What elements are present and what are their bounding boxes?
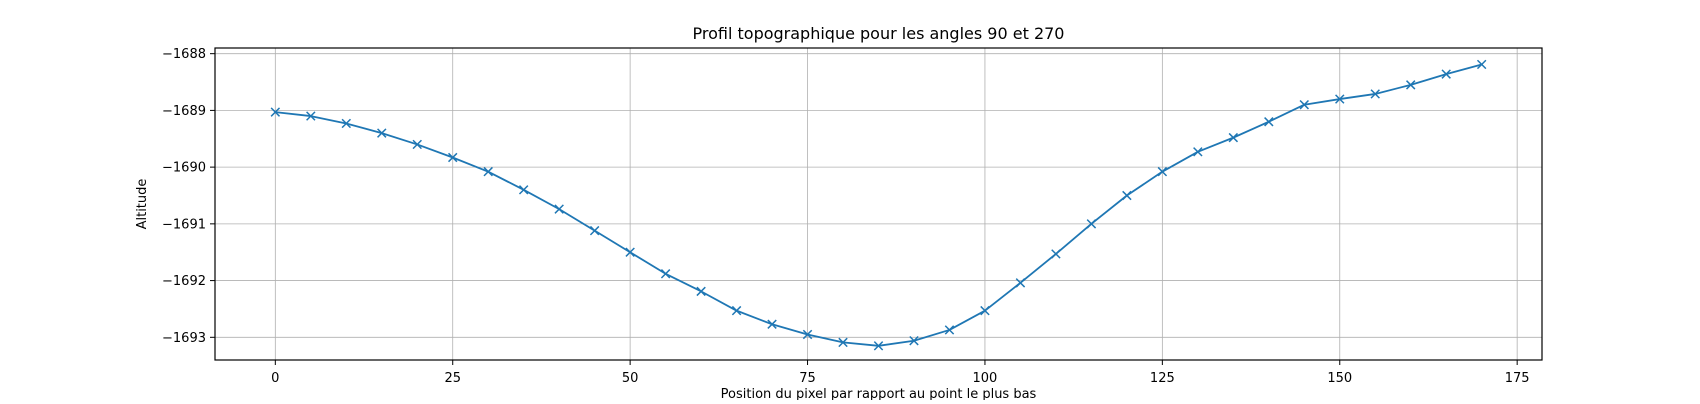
- x-axis-label: Position du pixel par rapport au point l…: [721, 387, 1037, 400]
- data-point-marker: [1157, 166, 1168, 177]
- data-point-marker: [589, 225, 600, 236]
- data-point-marker: [1086, 219, 1097, 229]
- data-point-marker: [1405, 80, 1416, 90]
- data-point-marker: [625, 247, 635, 257]
- data-point-marker: [1228, 132, 1239, 143]
- data-point-marker: [1193, 147, 1203, 157]
- data-point-marker: [1476, 59, 1487, 70]
- data-point-marker: [270, 107, 281, 117]
- data-point-marker: [447, 152, 458, 163]
- data-point-marker: [1015, 278, 1026, 288]
- data-point-marker: [873, 341, 884, 351]
- y-tick-label: −1690: [162, 161, 206, 176]
- data-point-marker: [1370, 89, 1380, 99]
- data-point-marker: [1051, 249, 1061, 259]
- y-tick-label: −1691: [162, 217, 206, 232]
- data-point-marker: [518, 185, 529, 195]
- y-tick-label: −1688: [162, 47, 206, 62]
- x-tick-label: 125: [1150, 371, 1175, 386]
- data-point-marker: [554, 204, 564, 214]
- x-tick-label: 25: [444, 371, 461, 386]
- data-point-marker: [306, 111, 316, 121]
- plot-frame: [214, 47, 1543, 361]
- grid: [215, 48, 1542, 360]
- chart-title: Profil topographique pour les angles 90 …: [693, 24, 1065, 43]
- data-point-marker: [483, 166, 493, 177]
- data-point-marker: [838, 337, 848, 348]
- x-tick-label: 75: [799, 371, 816, 386]
- x-tick-label: 150: [1327, 371, 1352, 386]
- data-point-marker: [909, 335, 919, 346]
- y-tick-label: −1689: [162, 104, 206, 119]
- series-group: [270, 59, 1487, 351]
- data-point-marker: [802, 329, 813, 340]
- ticks: 0 25 50 75 100 125 150 175 −1688 −1689 −1690 −1691 −…: [162, 47, 1530, 386]
- data-point-marker: [944, 325, 955, 335]
- y-tick-label: −1692: [162, 274, 206, 289]
- data-point-marker: [696, 286, 706, 297]
- y-tick-label: −1693: [162, 331, 206, 346]
- data-point-marker: [731, 305, 742, 316]
- data-point-marker: [377, 128, 387, 138]
- data-point-marker: [1299, 99, 1310, 110]
- series-line: [275, 63, 1482, 347]
- data-point-marker: [1441, 69, 1451, 79]
- y-axis-label: Altitude: [135, 179, 150, 230]
- data-point-marker: [1122, 190, 1132, 201]
- data-point-marker: [1335, 94, 1345, 104]
- data-point-marker: [767, 319, 777, 329]
- data-point-marker: [412, 139, 422, 150]
- data-point-marker: [1264, 117, 1274, 127]
- data-point-marker: [980, 305, 990, 316]
- x-tick-label: 0: [271, 371, 279, 386]
- x-tick-label: 50: [622, 371, 639, 386]
- x-tick-label: 175: [1505, 371, 1530, 386]
- data-point-marker: [660, 269, 671, 279]
- data-point-marker: [341, 118, 352, 129]
- x-tick-label: 100: [973, 371, 998, 386]
